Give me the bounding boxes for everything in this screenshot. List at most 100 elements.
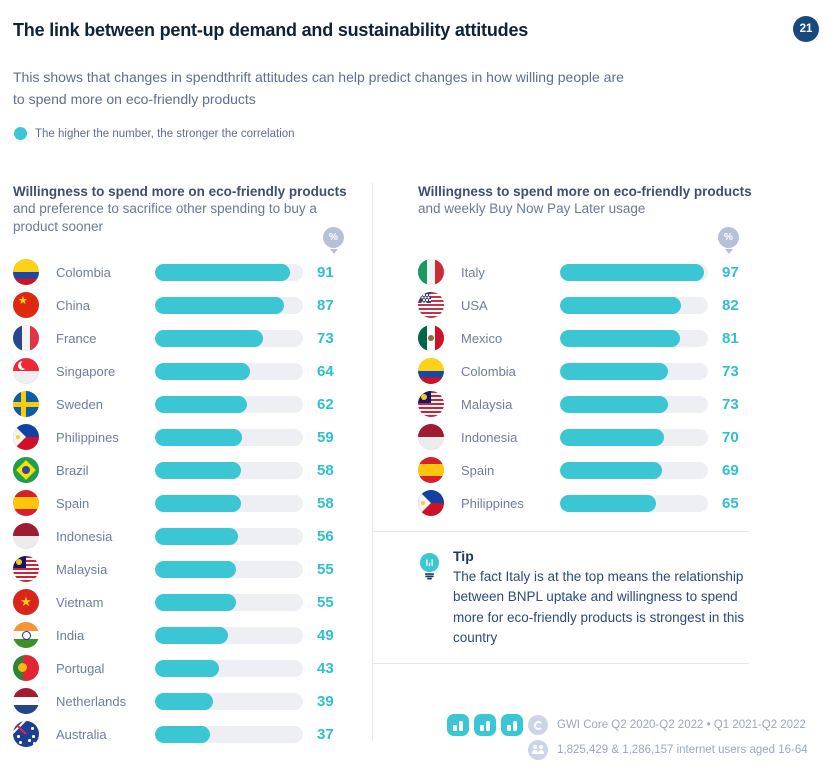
value-label: 73 <box>722 362 739 380</box>
bar-track <box>560 329 708 347</box>
chart-right: Willingness to spend more on eco-friendl… <box>418 183 828 520</box>
bar-fill <box>155 725 210 743</box>
chart-row: Spain 69 <box>418 454 754 487</box>
chart-row: Spain 58 <box>13 487 349 520</box>
country-label: Malaysia <box>56 561 108 577</box>
chart-row: Australia 37 <box>13 718 349 751</box>
legend: The higher the number, the stronger the … <box>14 127 295 140</box>
bar-track <box>155 428 303 446</box>
bar-track <box>155 395 303 413</box>
bar-track <box>155 626 303 644</box>
chart-left: Willingness to spend more on eco-friendl… <box>13 183 361 751</box>
country-flag-icon <box>418 325 444 352</box>
country-label: Singapore <box>56 363 116 379</box>
country-flag-icon <box>13 391 39 418</box>
bar-track <box>155 659 303 677</box>
country-label: China <box>56 297 90 313</box>
country-label: Italy <box>461 264 485 280</box>
chart-row: Malaysia 73 <box>418 388 754 421</box>
chart-row: USA 82 <box>418 289 754 322</box>
value-label: 82 <box>722 296 739 314</box>
value-label: 70 <box>722 428 739 446</box>
value-label: 56 <box>317 527 334 545</box>
chart-left-title-bold: Willingness to spend more on eco-friendl… <box>13 184 347 199</box>
bar-fill <box>560 494 657 512</box>
value-label: 59 <box>317 428 334 446</box>
country-label: Netherlands <box>56 693 127 709</box>
chart-row: Colombia 91 <box>13 256 349 289</box>
tip-content: Tip The fact Italy is at the top means t… <box>453 548 749 663</box>
bar-fill <box>560 329 680 347</box>
chart-right-title-bold: Willingness to spend more on eco-friendl… <box>418 184 752 199</box>
chart-row: France 73 <box>13 322 349 355</box>
bar-track <box>155 461 303 479</box>
bar-fill <box>155 560 237 578</box>
country-flag-icon <box>418 391 444 418</box>
chart-row: Vietnam 55 <box>13 586 349 619</box>
country-label: Malaysia <box>461 396 513 412</box>
bar-track <box>560 494 708 512</box>
bar-track <box>155 692 303 710</box>
bar-track <box>155 296 303 314</box>
value-label: 55 <box>317 593 334 611</box>
footer-audience-row: 1,825,429 & 1,286,157 internet users age… <box>528 739 808 761</box>
value-label: 65 <box>722 494 739 512</box>
bar-fill <box>155 428 243 446</box>
bar-chart-icon <box>501 714 523 736</box>
country-label: France <box>56 330 97 346</box>
country-label: Indonesia <box>461 429 518 445</box>
tip-title: Tip <box>453 548 474 564</box>
value-label: 69 <box>722 461 739 479</box>
bar-track <box>155 725 303 743</box>
bar-fill <box>560 296 682 314</box>
country-label: Sweden <box>56 396 103 412</box>
country-label: Philippines <box>461 495 524 511</box>
page-subtitle: This shows that changes in spendthrift a… <box>13 69 624 108</box>
legend-dot-icon <box>14 127 27 140</box>
value-label: 39 <box>317 692 334 710</box>
tip-text: The fact Italy is at the top means the r… <box>453 569 745 645</box>
tip-box: Tip The fact Italy is at the top means t… <box>372 531 749 664</box>
bar-fill <box>155 461 241 479</box>
country-label: Australia <box>56 726 107 742</box>
country-flag-icon <box>418 259 444 286</box>
bar-fill <box>155 593 237 611</box>
value-label: 97 <box>722 263 739 281</box>
bar-track <box>155 593 303 611</box>
country-flag-icon <box>13 688 39 715</box>
country-label: Colombia <box>461 363 516 379</box>
pin-triangle <box>329 249 338 254</box>
country-flag-icon <box>13 259 39 286</box>
chart-row: China 87 <box>13 289 349 322</box>
lightbulb-icon <box>419 552 440 580</box>
page-title: The link between pent-up demand and sust… <box>13 20 529 40</box>
value-label: 58 <box>317 494 334 512</box>
bar-fill <box>155 296 284 314</box>
chart-row: Italy 97 <box>418 256 754 289</box>
bar-fill <box>155 659 219 677</box>
bar-track <box>155 329 303 347</box>
legend-label: The higher the number, the stronger the … <box>35 127 295 140</box>
chart-row: Portugal 43 <box>13 652 349 685</box>
bar-fill <box>560 461 663 479</box>
country-label: Spain <box>461 462 495 478</box>
value-label: 55 <box>317 560 334 578</box>
bar-fill <box>155 263 290 281</box>
bar-fill <box>560 428 664 446</box>
value-label: 73 <box>722 395 739 413</box>
bar-fill <box>155 527 238 545</box>
value-label: 43 <box>317 659 334 677</box>
value-label: 73 <box>317 329 334 347</box>
percent-pin-icon: % <box>718 227 739 254</box>
value-label: 58 <box>317 461 334 479</box>
percent-pin-icon: % <box>323 227 344 254</box>
country-label: Spain <box>56 495 90 511</box>
country-flag-icon <box>418 292 444 319</box>
value-label: 64 <box>317 362 334 380</box>
chart-left-title-rest: and preference to sacrifice other spendi… <box>13 201 317 234</box>
country-flag-icon <box>418 358 444 385</box>
chart-row: Indonesia 70 <box>418 421 754 454</box>
country-flag-icon <box>13 622 39 649</box>
country-flag-icon <box>13 325 39 352</box>
value-label: 87 <box>317 296 334 314</box>
